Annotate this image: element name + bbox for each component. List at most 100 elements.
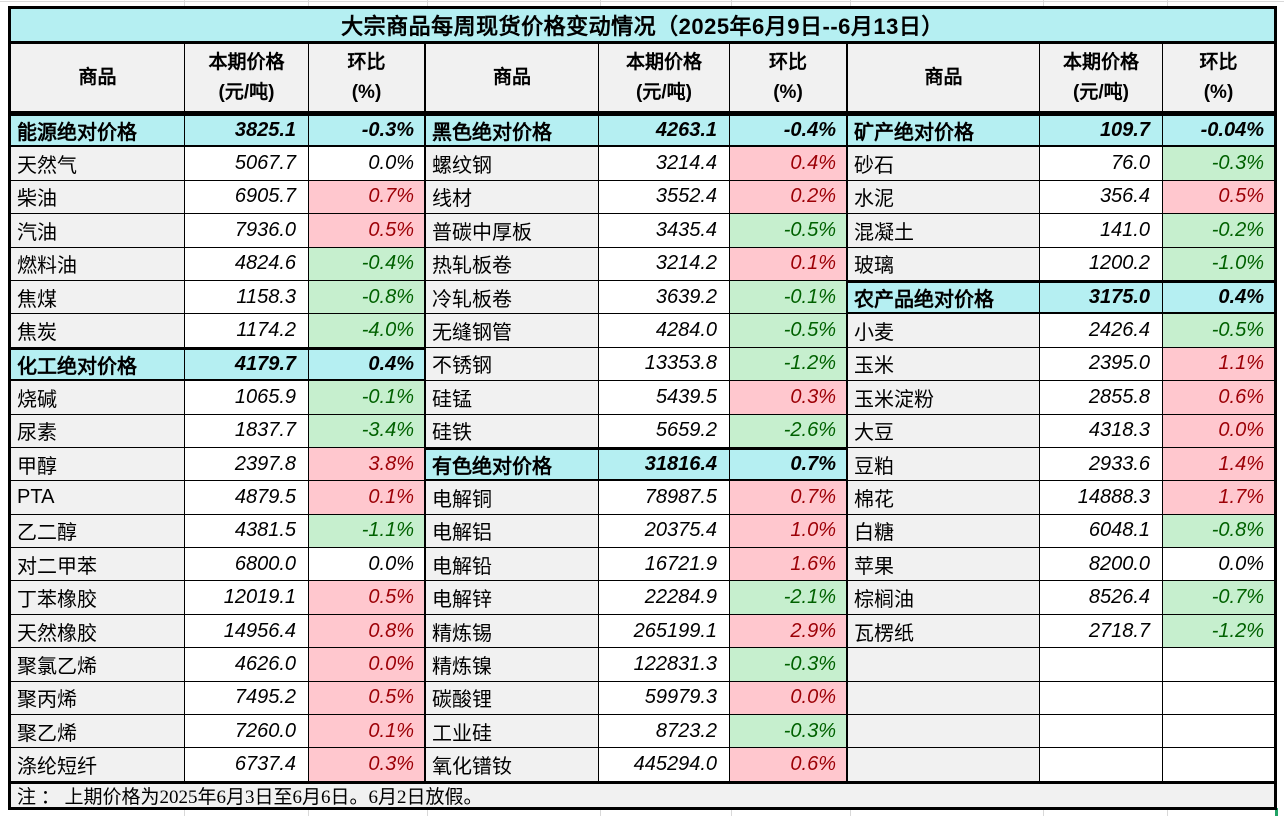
price-cell: 2397.8 <box>185 447 309 482</box>
price-cell <box>1040 681 1163 716</box>
price-cell: 7260.0 <box>185 715 309 749</box>
price-cell: 5067.7 <box>185 147 309 181</box>
pct-change-cell: 1.0% <box>730 514 848 549</box>
header-price-line1: 本期价格 <box>625 52 702 74</box>
pct-change-cell: 0.0% <box>1163 414 1274 448</box>
sheet-gridline-tick <box>308 0 309 6</box>
sheet-gridline-tick <box>731 810 732 816</box>
pct-change-cell: 2.9% <box>730 614 848 649</box>
header-pct-line1: 环比 <box>347 52 386 74</box>
price-cell: 3552.4 <box>599 180 730 215</box>
pct-change-cell: 0.8% <box>309 614 426 649</box>
price-cell: 13353.8 <box>599 347 730 382</box>
sheet-gridline-horizontal <box>0 1 1284 2</box>
sheet-gridline-tick <box>850 0 851 6</box>
commodity-name-cell: 水泥 <box>848 180 1040 215</box>
pct-change-cell: -1.1% <box>309 514 426 549</box>
commodity-name-cell: 玉米淀粉 <box>848 381 1040 415</box>
commodity-name-cell: 电解锌 <box>426 581 599 615</box>
header-price-g1: 本期价格 (元/吨) <box>185 44 309 114</box>
sheet-gridline-tick <box>600 810 601 816</box>
price-cell: 31816.4 <box>599 447 730 482</box>
commodity-name-cell: 乙二醇 <box>11 514 185 549</box>
header-commodity-label: 商品 <box>492 66 531 88</box>
pct-change-cell: 0.7% <box>730 481 848 515</box>
header-price-line2: (元/吨) <box>636 81 692 103</box>
price-cell: 122831.3 <box>599 648 730 682</box>
price-cell: 445294.0 <box>599 748 730 782</box>
sheet-gridline-tick <box>1043 0 1044 6</box>
price-cell <box>1040 648 1163 682</box>
price-cell: 14956.4 <box>185 614 309 649</box>
commodity-name-cell: 汽油 <box>11 214 185 248</box>
sheet-gridline-tick <box>427 810 428 816</box>
commodity-name-cell: 焦煤 <box>11 280 185 315</box>
pct-change-cell: 0.4% <box>730 147 848 181</box>
header-commodity-g3: 商品 <box>848 44 1040 114</box>
header-commodity-label: 商品 <box>78 66 117 88</box>
price-cell: 2718.7 <box>1040 614 1163 649</box>
commodity-name-cell: 烧碱 <box>11 381 185 415</box>
header-pct-line2: (%) <box>1203 81 1234 103</box>
sheet-gridline-tick <box>308 810 309 816</box>
pct-change-cell: -1.0% <box>1163 247 1274 281</box>
price-cell: 1200.2 <box>1040 247 1163 281</box>
sheet-gridline-tick <box>1167 810 1168 816</box>
commodity-name-cell <box>848 715 1040 749</box>
pct-change-cell: -0.4% <box>309 247 426 281</box>
price-cell: 4284.0 <box>599 314 730 348</box>
section-name-cell: 黑色绝对价格 <box>426 114 599 148</box>
price-cell: 4318.3 <box>1040 414 1163 448</box>
pct-change-cell: 0.5% <box>309 681 426 716</box>
pct-change-cell: 0.7% <box>309 180 426 215</box>
price-cell: 78987.5 <box>599 481 730 515</box>
commodity-name-cell: 豆粕 <box>848 447 1040 482</box>
commodity-name-cell: 线材 <box>426 180 599 215</box>
pct-change-cell <box>1163 748 1274 782</box>
price-cell: 76.0 <box>1040 147 1163 181</box>
price-cell: 20375.4 <box>599 514 730 549</box>
pct-change-cell <box>1163 681 1274 716</box>
commodity-name-cell: 砂石 <box>848 147 1040 181</box>
price-cell: 8200.0 <box>1040 548 1163 582</box>
pct-change-cell: 0.5% <box>309 581 426 615</box>
commodity-name-cell: PTA <box>11 481 185 515</box>
header-pct-g3: 环比 (%) <box>1163 44 1274 114</box>
commodity-name-cell: 柴油 <box>11 180 185 215</box>
price-cell: 1158.3 <box>185 280 309 315</box>
commodity-name-cell: 电解铝 <box>426 514 599 549</box>
sheet-gridline-tick <box>731 0 732 6</box>
pct-change-cell: -2.1% <box>730 581 848 615</box>
header-price-line1: 本期价格 <box>208 52 285 74</box>
header-pct-g1: 环比 (%) <box>309 44 426 114</box>
section-name-cell: 化工绝对价格 <box>11 347 185 382</box>
price-cell: 6737.4 <box>185 748 309 782</box>
pct-change-cell: 0.1% <box>730 247 848 281</box>
pct-change-cell: 1.4% <box>1163 447 1274 482</box>
commodity-name-cell: 电解铅 <box>426 548 599 582</box>
pct-change-cell: 0.0% <box>730 681 848 716</box>
header-price-g3: 本期价格 (元/吨) <box>1040 44 1163 114</box>
header-price-g2: 本期价格 (元/吨) <box>599 44 730 114</box>
pct-change-cell: -0.5% <box>730 214 848 248</box>
price-cell: 4381.5 <box>185 514 309 549</box>
commodity-name-cell: 不锈钢 <box>426 347 599 382</box>
header-commodity-g1: 商品 <box>11 44 185 114</box>
pct-change-cell: -0.3% <box>730 715 848 749</box>
commodity-name-cell: 瓦楞纸 <box>848 614 1040 649</box>
footnote: 注 ： 上期价格为2025年6月3日至6月6日。6月2日放假。 <box>11 781 1274 807</box>
pct-change-cell: -0.04% <box>1163 114 1274 148</box>
commodity-name-cell <box>848 681 1040 716</box>
commodity-name-cell: 聚氯乙烯 <box>11 648 185 682</box>
price-cell: 7936.0 <box>185 214 309 248</box>
header-price-line2: (元/吨) <box>218 81 275 103</box>
commodity-name-cell: 碳酸锂 <box>426 681 599 716</box>
price-cell: 356.4 <box>1040 180 1163 215</box>
pct-change-cell: -0.7% <box>1163 581 1274 615</box>
commodity-name-cell: 普碳中厚板 <box>426 214 599 248</box>
sheet-gridline-tick <box>850 810 851 816</box>
price-cell: 5659.2 <box>599 414 730 448</box>
pct-change-cell <box>1163 715 1274 749</box>
header-pct-line2: (%) <box>773 81 803 103</box>
pct-change-cell: -3.4% <box>309 414 426 448</box>
